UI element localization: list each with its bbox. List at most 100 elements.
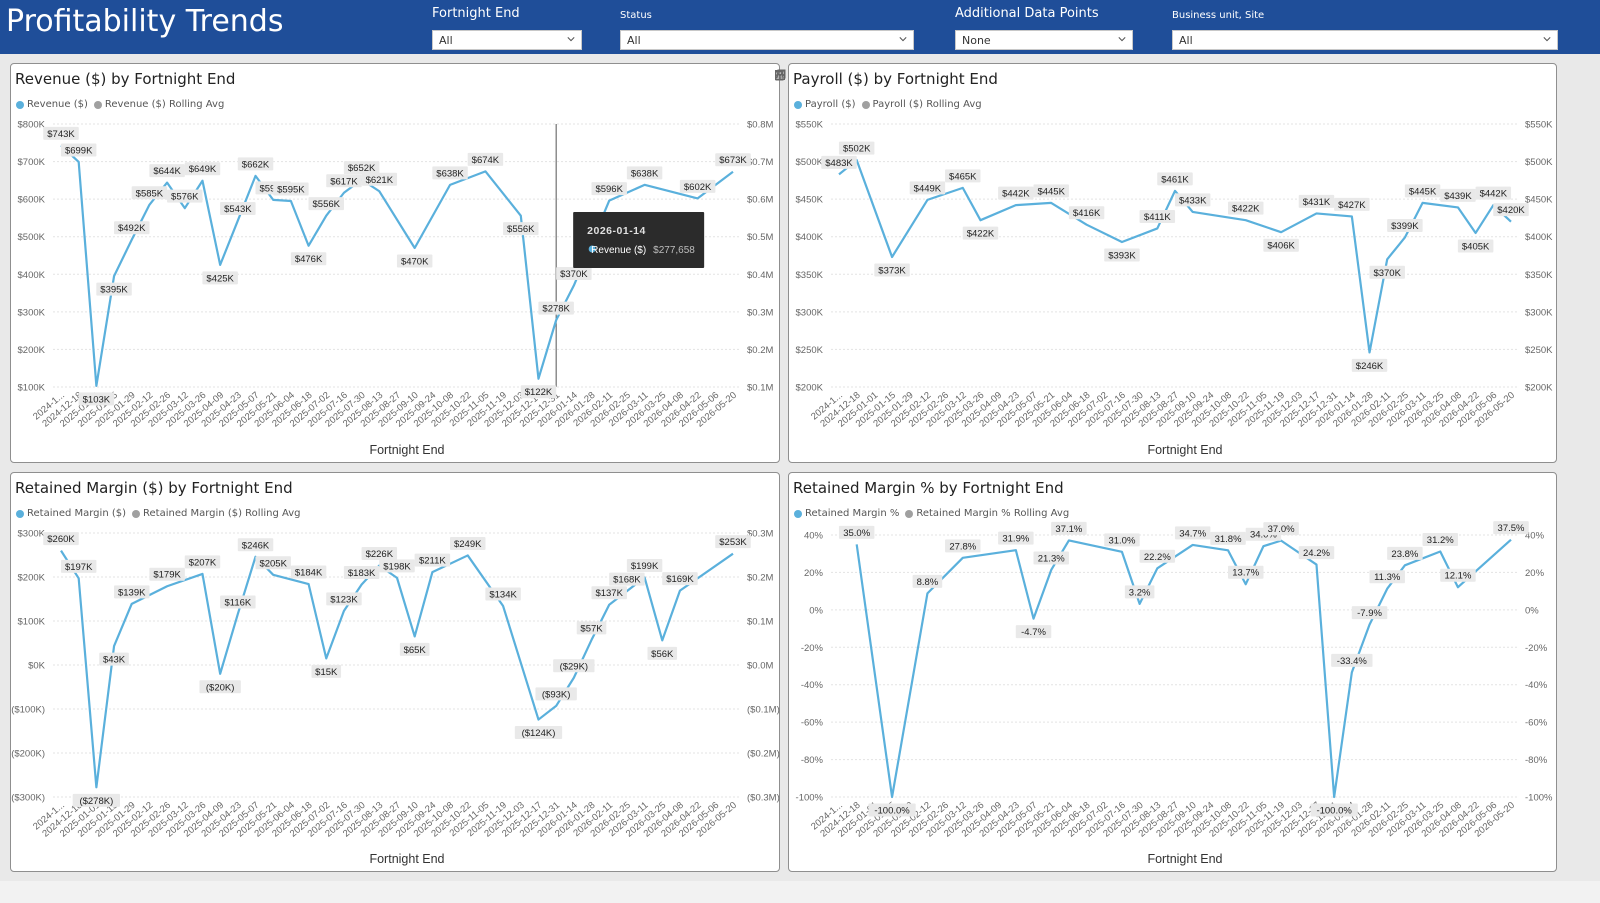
retained-margin-pct-line-chart: 40% 40% 20% 20% 0% 0% -20% -20% -40% -40% -60% -60%… [796, 521, 1553, 866]
data-label: $422K [967, 229, 995, 240]
data-label: 31.8% [1215, 534, 1242, 545]
data-label-bg [1068, 206, 1105, 220]
more-options-icon[interactable] [773, 68, 787, 82]
payroll-chart-panel[interactable]: $550K $550K $500K $500K $450K $450K $400K $400K… [788, 63, 1557, 463]
report-title: Profitability Trends [6, 4, 284, 39]
data-label: $445K [1409, 186, 1437, 197]
data-label: -4.7% [1021, 627, 1046, 638]
data-label: $406K [1267, 241, 1295, 252]
fortnight-end-dropdown[interactable]: All [432, 30, 582, 50]
chart-legend: Retained Margin ($) Retained Margin ($) … [16, 508, 301, 519]
data-label: 13.7% [1232, 568, 1259, 579]
data-label-bg [167, 189, 203, 203]
data-label-bg [1369, 570, 1405, 584]
y-tick-label: -80% [1525, 755, 1548, 766]
y-tick-label: -100% [1525, 793, 1553, 804]
data-label: 37.1% [1055, 524, 1082, 535]
data-label: $502K [843, 144, 871, 155]
legend-item[interactable]: Retained Margin % Rolling Avg [916, 508, 1070, 519]
data-label: $246K [242, 540, 270, 551]
data-label-bg [60, 559, 97, 573]
data-label: $139K [118, 587, 146, 598]
slicer-label: Status [620, 10, 652, 21]
data-label: 37.5% [1498, 523, 1525, 534]
y-tick-label: $400K [1525, 232, 1553, 243]
dropdown-value: All [1179, 34, 1193, 47]
data-label-bg [1263, 238, 1299, 252]
data-label: $123K [330, 594, 358, 605]
legend-marker [794, 509, 802, 518]
data-label-bg [1124, 585, 1155, 599]
legend-item[interactable]: Revenue ($) [27, 99, 88, 110]
data-label: $425K [206, 273, 234, 284]
slicer-fortnight-end: Fortnight End All [432, 6, 582, 50]
slicer-label: Business unit, Site [1172, 10, 1265, 21]
chevron-down-icon [899, 37, 907, 42]
data-label: $211K [419, 556, 446, 567]
status-dropdown[interactable]: All [620, 30, 914, 50]
y-tick-label: $0.2M [747, 573, 773, 584]
y-tick-label: $700K [18, 157, 46, 168]
data-label: 37.0% [1268, 524, 1295, 535]
data-label: $442K [1002, 189, 1030, 200]
y-tick-label: 0% [1525, 605, 1539, 616]
y-tick-label: $450K [1525, 195, 1553, 206]
data-label: 3.2% [1129, 587, 1151, 598]
data-label: $183K [348, 568, 376, 579]
legend-marker [16, 100, 24, 109]
legend-item[interactable]: Revenue ($) Rolling Avg [104, 99, 225, 110]
retained-margin-line-chart: $300K $0.3M $200K $0.2M $100K $0.1M $0K $0.0M ($… [11, 529, 780, 867]
y-tick-label: -40% [1525, 680, 1548, 691]
data-label-bg [255, 556, 291, 570]
legend-item[interactable]: Retained Margin ($) [27, 508, 126, 519]
retained-margin-pct-chart-panel[interactable]: 40% 40% 20% 20% 0% 0% -20% -20% -40% -40% -60% -60%… [788, 472, 1557, 872]
legend-item[interactable]: Payroll ($) Rolling Avg [872, 99, 982, 110]
y-tick-label: $0.3M [747, 307, 773, 318]
y-tick-label: $250K [796, 345, 824, 356]
data-label-bg [290, 565, 327, 579]
retained-margin-chart-panel[interactable]: $300K $0.3M $200K $0.2M $100K $0.1M $0K $0.0M ($… [10, 472, 780, 872]
y-tick-label: $100K [18, 617, 46, 628]
data-label: $184K [295, 568, 323, 579]
data-label-bg [99, 652, 129, 666]
data-label: $465K [949, 171, 977, 182]
data-label: $442K [1480, 189, 1508, 200]
data-label-bg [1334, 197, 1370, 211]
business-unit-site-dropdown[interactable]: All [1172, 30, 1558, 50]
chart-legend: Retained Margin % Retained Margin % Roll… [794, 508, 1069, 519]
tooltip-series-marker [588, 245, 596, 253]
y-tick-label: -60% [801, 718, 824, 729]
data-label: $492K [118, 223, 146, 234]
data-label: $416K [1073, 208, 1101, 219]
additional-data-points-dropdown[interactable]: None [955, 30, 1133, 50]
data-label-bg [414, 553, 451, 567]
series-line [838, 158, 1512, 354]
data-label: $198K [383, 561, 411, 572]
data-label: $602K [684, 182, 712, 193]
data-label-bg [1174, 526, 1211, 540]
data-label: $179K [153, 570, 181, 581]
data-label-bg [591, 182, 627, 196]
y-tick-label: -80% [801, 755, 824, 766]
data-label-bg [43, 532, 79, 546]
y-tick-label: $200K [18, 573, 46, 584]
revenue-chart-panel[interactable]: $800K $0.8M $700K $0.7M $600K $0.6M $500K $0.5M… [10, 63, 786, 463]
data-label-bg [1440, 568, 1476, 582]
y-tick-label: $0.0M [747, 661, 773, 672]
y-tick-label: 40% [1525, 531, 1545, 542]
data-label: 8.8% [917, 577, 939, 588]
data-label: $652K [348, 163, 376, 174]
data-label-bg [1227, 565, 1264, 579]
slicer-status: Status All [620, 6, 914, 50]
legend-item[interactable]: Payroll ($) [805, 99, 856, 110]
data-label: $662K [242, 159, 270, 170]
y-tick-label: -20% [1525, 643, 1548, 654]
data-label: -100.0% [1316, 806, 1352, 817]
data-label-bg [1227, 201, 1264, 215]
y-tick-label: $400K [796, 232, 824, 243]
legend-item[interactable]: Retained Margin % [805, 508, 900, 519]
y-tick-label: $350K [796, 270, 824, 281]
y-tick-label: ($0.2M) [747, 749, 780, 760]
legend-item[interactable]: Retained Margin ($) Rolling Avg [143, 508, 301, 519]
y-tick-label: $0.5M [747, 232, 773, 243]
